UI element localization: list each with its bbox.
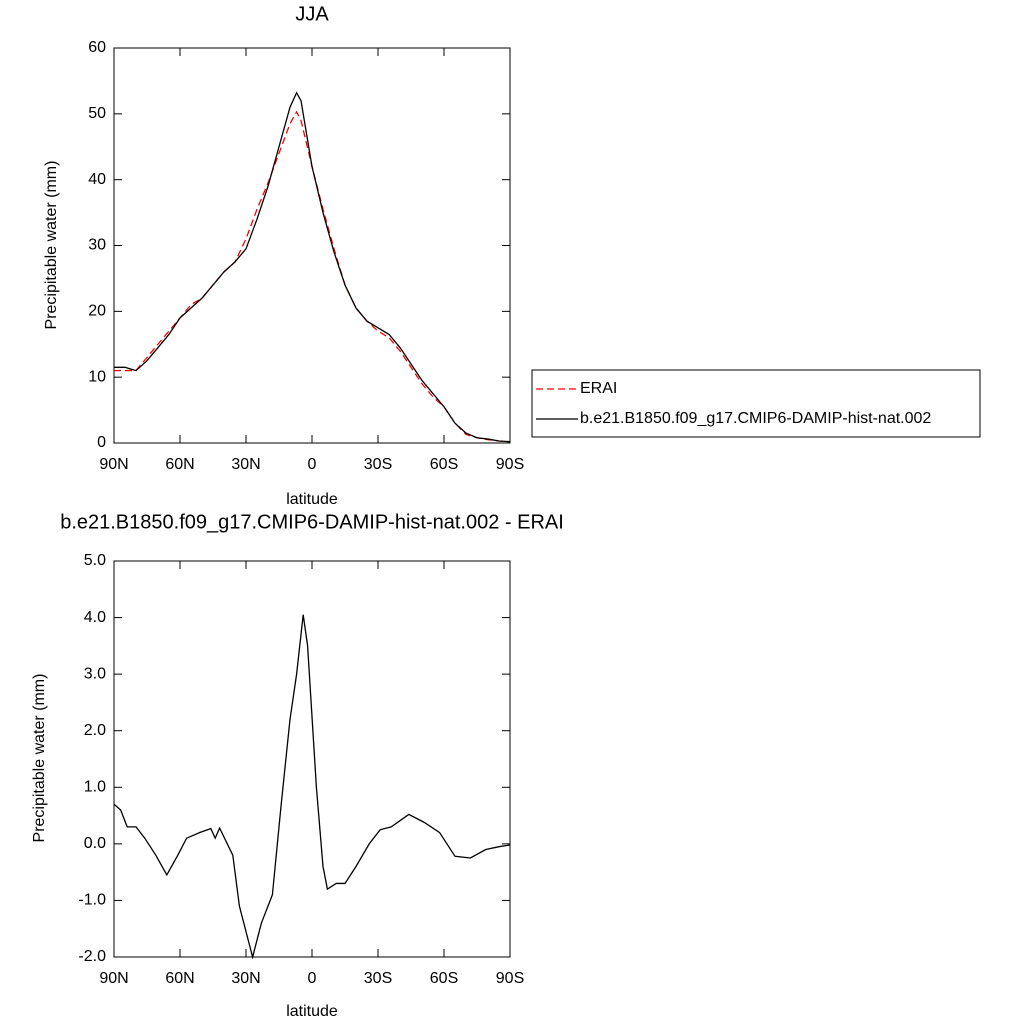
y-tick-label: 0.0 bbox=[84, 835, 106, 852]
x-tick-label: 90S bbox=[496, 970, 524, 987]
data-line bbox=[114, 110, 511, 443]
plot-frame bbox=[113, 560, 511, 958]
chart-title: b.e21.B1850.f09_g17.CMIP6-DAMIP-hist-nat… bbox=[60, 511, 564, 533]
y-tick-label: 40 bbox=[88, 171, 106, 188]
y-tick-label: 0 bbox=[97, 434, 106, 451]
x-tick-label: 60N bbox=[165, 456, 194, 473]
legend-box bbox=[531, 369, 981, 438]
x-axis-label: latitude bbox=[286, 491, 338, 508]
y-tick-label: -1.0 bbox=[78, 892, 106, 909]
y-tick-label: 30 bbox=[88, 237, 106, 254]
x-tick-label: 90N bbox=[99, 970, 128, 987]
x-axis-label: latitude bbox=[286, 1003, 338, 1020]
y-tick-label: 1.0 bbox=[84, 779, 106, 796]
plot-frame bbox=[113, 47, 511, 444]
x-tick-label: 0 bbox=[308, 970, 317, 987]
y-tick-label: 2.0 bbox=[84, 722, 106, 739]
chart-title: JJA bbox=[295, 3, 329, 25]
x-tick-label: 60S bbox=[430, 456, 458, 473]
y-tick-label: 50 bbox=[88, 105, 106, 122]
x-tick-label: 90S bbox=[496, 456, 524, 473]
legend-label: ERAI bbox=[580, 380, 617, 397]
y-axis-label: Precipitable water (mm) bbox=[31, 674, 48, 843]
y-tick-label: 5.0 bbox=[84, 552, 106, 569]
x-tick-label: 90N bbox=[99, 456, 128, 473]
x-tick-label: 30N bbox=[231, 970, 260, 987]
x-tick-label: 60S bbox=[430, 970, 458, 987]
x-tick-label: 0 bbox=[308, 456, 317, 473]
y-tick-label: 4.0 bbox=[84, 609, 106, 626]
y-tick-label: 3.0 bbox=[84, 665, 106, 682]
y-tick-label: 10 bbox=[88, 368, 106, 385]
x-tick-label: 30N bbox=[231, 456, 260, 473]
y-axis-label: Precipitable water (mm) bbox=[43, 161, 60, 330]
x-tick-label: 30S bbox=[364, 970, 392, 987]
y-tick-label: -2.0 bbox=[78, 948, 106, 965]
x-tick-label: 60N bbox=[165, 970, 194, 987]
y-tick-label: 60 bbox=[88, 39, 106, 56]
legend-label: b.e21.B1850.f09_g17.CMIP6-DAMIP-hist-nat… bbox=[580, 410, 931, 427]
data-line bbox=[114, 91, 511, 443]
y-tick-label: 20 bbox=[88, 303, 106, 320]
data-line bbox=[113, 614, 511, 960]
x-tick-label: 30S bbox=[364, 456, 392, 473]
